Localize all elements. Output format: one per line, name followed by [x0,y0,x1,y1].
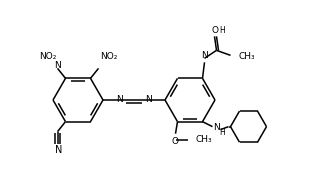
Text: H: H [220,26,226,35]
Text: CH₃: CH₃ [238,52,255,61]
Text: N: N [214,123,220,132]
Text: N: N [116,94,123,104]
Text: N: N [54,61,61,70]
Text: NO₂: NO₂ [100,52,117,61]
Text: H: H [219,128,225,137]
Text: N: N [145,94,152,104]
Text: CH₃: CH₃ [195,135,212,144]
Text: NO₂: NO₂ [39,52,56,61]
Text: N: N [55,145,62,155]
Text: O: O [212,26,219,35]
Text: O: O [172,137,179,146]
Text: N: N [201,51,208,60]
